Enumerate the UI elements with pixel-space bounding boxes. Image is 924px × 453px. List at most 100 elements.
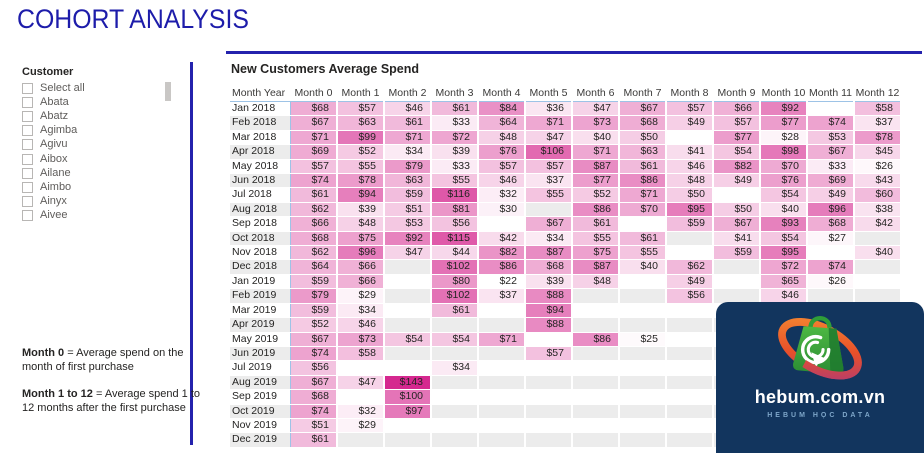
filter-scrollbar-thumb[interactable] bbox=[165, 82, 171, 101]
matrix-cell[interactable]: $47 bbox=[525, 130, 573, 146]
matrix-column-header[interactable]: Month 8 bbox=[666, 84, 713, 102]
matrix-cell[interactable] bbox=[619, 418, 667, 434]
matrix-cell[interactable]: $40 bbox=[760, 202, 808, 218]
matrix-cell[interactable] bbox=[572, 288, 620, 304]
matrix-row-label[interactable]: Jun 2019 bbox=[230, 346, 291, 362]
matrix-cell[interactable]: $94 bbox=[337, 187, 385, 203]
matrix-cell[interactable] bbox=[431, 346, 479, 362]
matrix-cell[interactable]: $68 bbox=[807, 216, 855, 232]
customer-filter-item[interactable]: Aimbo bbox=[22, 180, 157, 194]
customer-filter-item[interactable]: Agimba bbox=[22, 124, 157, 138]
matrix-cell[interactable]: $25 bbox=[619, 332, 667, 347]
matrix-cell[interactable]: $47 bbox=[337, 375, 385, 391]
matrix-column-header[interactable]: Month 0 bbox=[290, 84, 337, 102]
matrix-cell[interactable]: $59 bbox=[666, 216, 714, 232]
matrix-cell[interactable] bbox=[384, 418, 432, 434]
matrix-cell[interactable]: $57 bbox=[666, 101, 714, 117]
matrix-cell[interactable]: $58 bbox=[854, 101, 902, 117]
matrix-cell[interactable]: $52 bbox=[290, 317, 338, 333]
matrix-row-label[interactable]: Mar 2019 bbox=[230, 303, 291, 319]
matrix-cell[interactable]: $34 bbox=[525, 231, 573, 247]
matrix-cell[interactable]: $74 bbox=[807, 115, 855, 131]
matrix-cell[interactable] bbox=[478, 303, 526, 319]
matrix-cell[interactable]: $66 bbox=[290, 216, 338, 232]
matrix-cell[interactable]: $57 bbox=[478, 159, 526, 175]
matrix-cell[interactable] bbox=[666, 389, 714, 405]
customer-filter-item[interactable]: Ailane bbox=[22, 166, 157, 180]
matrix-cell[interactable] bbox=[666, 360, 714, 376]
matrix-cell[interactable]: $87 bbox=[525, 245, 573, 261]
matrix-cell[interactable] bbox=[478, 418, 526, 434]
matrix-cell[interactable]: $61 bbox=[619, 231, 667, 247]
matrix-row-label[interactable]: Jan 2018 bbox=[230, 101, 291, 117]
matrix-cell[interactable]: $79 bbox=[384, 159, 432, 175]
matrix-cell[interactable]: $74 bbox=[290, 173, 338, 189]
matrix-row-label[interactable]: Feb 2019 bbox=[230, 288, 291, 304]
matrix-row-label[interactable]: Apr 2018 bbox=[230, 144, 291, 160]
matrix-cell[interactable] bbox=[666, 375, 714, 391]
matrix-column-header[interactable]: Month 7 bbox=[619, 84, 666, 102]
matrix-cell[interactable]: $34 bbox=[431, 360, 479, 376]
matrix-cell[interactable] bbox=[854, 288, 902, 304]
matrix-cell[interactable]: $97 bbox=[384, 404, 432, 419]
matrix-cell[interactable]: $37 bbox=[854, 115, 902, 131]
customer-filter-item[interactable]: Abata bbox=[22, 95, 157, 109]
matrix-cell[interactable]: $71 bbox=[478, 332, 526, 347]
matrix-cell[interactable]: $88 bbox=[525, 317, 573, 333]
matrix-cell[interactable]: $69 bbox=[807, 173, 855, 189]
matrix-cell[interactable] bbox=[525, 389, 573, 405]
matrix-row-label[interactable]: Nov 2019 bbox=[230, 418, 291, 434]
matrix-cell[interactable]: $67 bbox=[807, 144, 855, 160]
matrix-cell[interactable]: $82 bbox=[713, 159, 761, 175]
matrix-cell[interactable]: $46 bbox=[478, 173, 526, 189]
matrix-cell[interactable]: $36 bbox=[525, 101, 573, 117]
matrix-cell[interactable]: $53 bbox=[384, 216, 432, 232]
matrix-cell[interactable]: $99 bbox=[337, 130, 385, 146]
matrix-cell[interactable] bbox=[384, 360, 432, 376]
matrix-cell[interactable] bbox=[431, 404, 479, 419]
matrix-cell[interactable] bbox=[525, 375, 573, 391]
matrix-cell[interactable]: $46 bbox=[337, 317, 385, 333]
matrix-cell[interactable]: $100 bbox=[384, 389, 432, 405]
customer-filter-item[interactable]: Aibox bbox=[22, 152, 157, 166]
checkbox-icon[interactable] bbox=[22, 181, 33, 193]
matrix-cell[interactable]: $34 bbox=[337, 303, 385, 319]
matrix-cell[interactable]: $52 bbox=[572, 187, 620, 203]
matrix-cell[interactable]: $33 bbox=[807, 159, 855, 175]
matrix-cell[interactable] bbox=[854, 259, 902, 275]
matrix-cell[interactable]: $47 bbox=[572, 101, 620, 117]
matrix-cell[interactable]: $49 bbox=[807, 187, 855, 203]
matrix-cell[interactable]: $71 bbox=[572, 144, 620, 160]
matrix-cell[interactable] bbox=[431, 375, 479, 391]
matrix-column-header[interactable]: Month 6 bbox=[572, 84, 619, 102]
matrix-cell[interactable] bbox=[619, 346, 667, 362]
matrix-row-label[interactable]: May 2018 bbox=[230, 159, 291, 175]
matrix-cell[interactable] bbox=[807, 245, 855, 261]
matrix-cell[interactable]: $74 bbox=[807, 259, 855, 275]
matrix-cell[interactable]: $62 bbox=[290, 202, 338, 218]
matrix-cell[interactable] bbox=[525, 418, 573, 434]
matrix-cell[interactable]: $59 bbox=[290, 303, 338, 319]
matrix-cell[interactable]: $68 bbox=[290, 231, 338, 247]
matrix-cell[interactable]: $46 bbox=[666, 159, 714, 175]
checkbox-icon[interactable] bbox=[22, 153, 33, 165]
matrix-cell[interactable]: $48 bbox=[666, 173, 714, 189]
matrix-cell[interactable]: $47 bbox=[384, 245, 432, 261]
matrix-cell[interactable]: $95 bbox=[666, 202, 714, 218]
matrix-cell[interactable] bbox=[666, 418, 714, 434]
matrix-cell[interactable] bbox=[384, 274, 432, 290]
matrix-cell[interactable] bbox=[619, 404, 667, 419]
matrix-cell[interactable]: $67 bbox=[619, 101, 667, 117]
matrix-cell[interactable]: $55 bbox=[337, 159, 385, 175]
matrix-cell[interactable] bbox=[666, 317, 714, 333]
matrix-cell[interactable]: $69 bbox=[290, 144, 338, 160]
matrix-cell[interactable]: $37 bbox=[525, 173, 573, 189]
matrix-row-label[interactable]: Dec 2019 bbox=[230, 432, 291, 448]
matrix-cell[interactable]: $37 bbox=[478, 288, 526, 304]
matrix-cell[interactable]: $34 bbox=[384, 144, 432, 160]
matrix-cell[interactable]: $55 bbox=[572, 231, 620, 247]
matrix-cell[interactable]: $77 bbox=[572, 173, 620, 189]
matrix-cell[interactable] bbox=[478, 216, 526, 232]
matrix-column-header[interactable]: Month 2 bbox=[384, 84, 431, 102]
matrix-cell[interactable]: $51 bbox=[384, 202, 432, 218]
